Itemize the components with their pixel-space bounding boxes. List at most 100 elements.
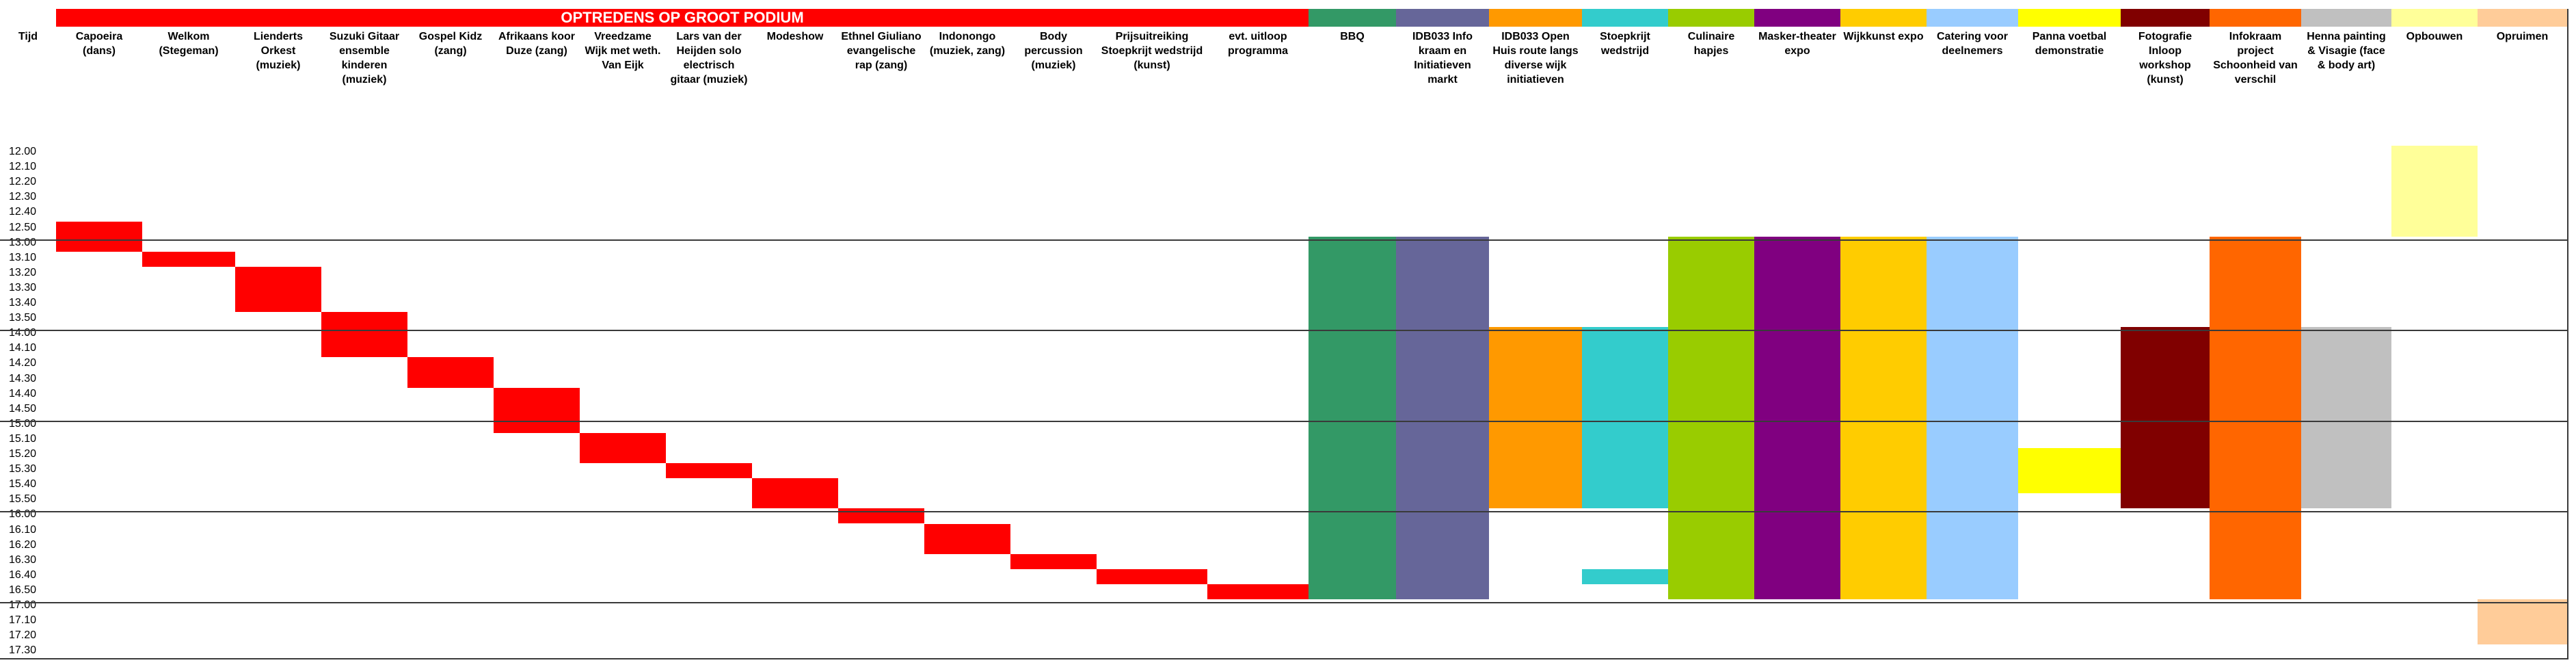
time-label: 12.00 <box>9 146 37 157</box>
band-segment <box>2210 9 2301 27</box>
hour-line <box>0 602 2567 603</box>
time-label: 12.10 <box>9 161 37 173</box>
band-segment <box>2018 9 2121 27</box>
time-label: 16.10 <box>9 523 37 536</box>
right-border <box>2567 9 2568 659</box>
column-header: Vreedzame Wijk met weth. Van Eijk <box>585 31 661 71</box>
time-label: 14.00 <box>9 327 37 339</box>
schedule-block <box>235 266 321 313</box>
time-label: 12.20 <box>9 176 37 188</box>
time-label: 15.20 <box>9 448 37 460</box>
time-label: 16.50 <box>9 584 37 596</box>
band-segment <box>1396 9 1489 27</box>
schedule-block <box>142 251 235 267</box>
schedule-block <box>1309 236 1396 599</box>
time-label: 13.10 <box>9 251 37 263</box>
column-header: Stoepkrijt wedstrijd <box>1600 31 1650 57</box>
column-header: evt. uitloop programma <box>1227 31 1289 57</box>
column-header: Panna voetbal demonstratie <box>2032 31 2107 57</box>
column-header: Capoeira (dans) <box>75 31 123 57</box>
column-header: Gospel Kidz (zang) <box>418 31 483 57</box>
column-header: Afrikaans koor Duze (zang) <box>498 31 576 57</box>
column-header: Masker-theater expo <box>1758 31 1836 57</box>
band-segment <box>1927 9 2018 27</box>
column-header: Lienderts Orkest (muziek) <box>253 31 303 71</box>
column-header: Opbouwen <box>2406 31 2463 42</box>
schedule-block <box>1582 568 1668 584</box>
hour-line <box>0 239 2567 241</box>
time-label: 14.10 <box>9 342 37 354</box>
schedule-block <box>2018 448 2121 494</box>
band-segment <box>56 9 1309 27</box>
band-segment <box>1668 9 1754 27</box>
schedule-block <box>2478 599 2567 645</box>
schedule-block <box>321 312 407 358</box>
time-label: 12.50 <box>9 221 37 233</box>
band-segment <box>1840 9 1927 27</box>
time-label: 14.20 <box>9 357 37 369</box>
hour-line <box>0 420 2567 422</box>
schedule-block <box>1396 236 1489 599</box>
band-segment <box>1489 9 1582 27</box>
column-header: Prijsuitreiking Stoepkrijt wedstrijd (ku… <box>1101 31 1203 71</box>
column-header: Fotografie Inloop workshop (kunst) <box>2138 31 2192 86</box>
time-label: 16.40 <box>9 568 37 581</box>
time-label: 17.00 <box>9 599 37 611</box>
band-segment <box>1309 9 1396 27</box>
time-label: 13.50 <box>9 312 37 324</box>
column-header: Suzuki Gitaar ensemble kinderen (muziek) <box>329 31 400 86</box>
band-segment <box>2121 9 2210 27</box>
column-header: Lars van der Heijden solo electrisch git… <box>670 31 748 86</box>
time-label: 14.50 <box>9 402 37 415</box>
column-header: Opruimen <box>2496 31 2549 42</box>
time-label: 15.00 <box>9 417 37 430</box>
schedule-block <box>1754 236 1840 599</box>
column-header: Indonongo (muziek, zang) <box>929 31 1006 57</box>
band-segment <box>1754 9 1840 27</box>
schedule-block <box>1489 327 1582 509</box>
band-segment <box>1582 9 1668 27</box>
schedule-block <box>1668 236 1754 599</box>
hour-line <box>0 330 2567 332</box>
time-label: 16.30 <box>9 553 37 566</box>
schedule-block <box>924 523 1010 554</box>
schedule-block <box>1927 236 2018 599</box>
schedule-block <box>2301 327 2391 509</box>
schedule-block <box>752 478 838 509</box>
schedule-block <box>666 463 752 479</box>
time-label: 14.40 <box>9 387 37 400</box>
time-label: 12.30 <box>9 191 37 203</box>
time-label: 13.40 <box>9 297 37 309</box>
time-label: 15.30 <box>9 463 37 475</box>
time-label: 17.10 <box>9 614 37 627</box>
band-segment <box>2301 9 2391 27</box>
time-label: 15.40 <box>9 478 37 491</box>
time-label: 16.00 <box>9 508 37 521</box>
schedule-block <box>1010 553 1097 569</box>
schedule-block <box>1840 236 1927 599</box>
schedule-block <box>2391 146 2478 237</box>
time-label: 12.40 <box>9 206 37 218</box>
time-label: 13.20 <box>9 266 37 278</box>
time-label: 16.20 <box>9 538 37 551</box>
schedule-block <box>1097 568 1207 584</box>
time-label: 17.20 <box>9 629 37 642</box>
column-header: Catering voor deelnemers <box>1936 31 2008 57</box>
time-label: 15.10 <box>9 432 37 445</box>
bottom-line <box>0 658 2567 659</box>
schedule-block <box>2121 327 2210 509</box>
schedule-block <box>580 432 666 464</box>
column-header: IDB033 Info kraam en Initiatieven markt <box>1412 31 1473 86</box>
band-segment <box>2391 9 2478 27</box>
column-header: Modeshow <box>766 31 824 42</box>
schedule-block <box>1207 584 1309 599</box>
hour-line <box>0 511 2567 513</box>
time-label: 17.30 <box>9 644 37 657</box>
column-header: Culinaire hapjes <box>1687 31 1735 57</box>
column-header: Ethnel Giuliano evangelische rap (zang) <box>841 31 922 71</box>
column-header: Infokraam project Schoonheid van verschi… <box>2213 31 2298 86</box>
column-header: Henna painting & Visagie (face & body ar… <box>2307 31 2386 71</box>
schedule-block <box>2210 236 2301 599</box>
column-header: Welkom (Stegeman) <box>159 31 219 57</box>
